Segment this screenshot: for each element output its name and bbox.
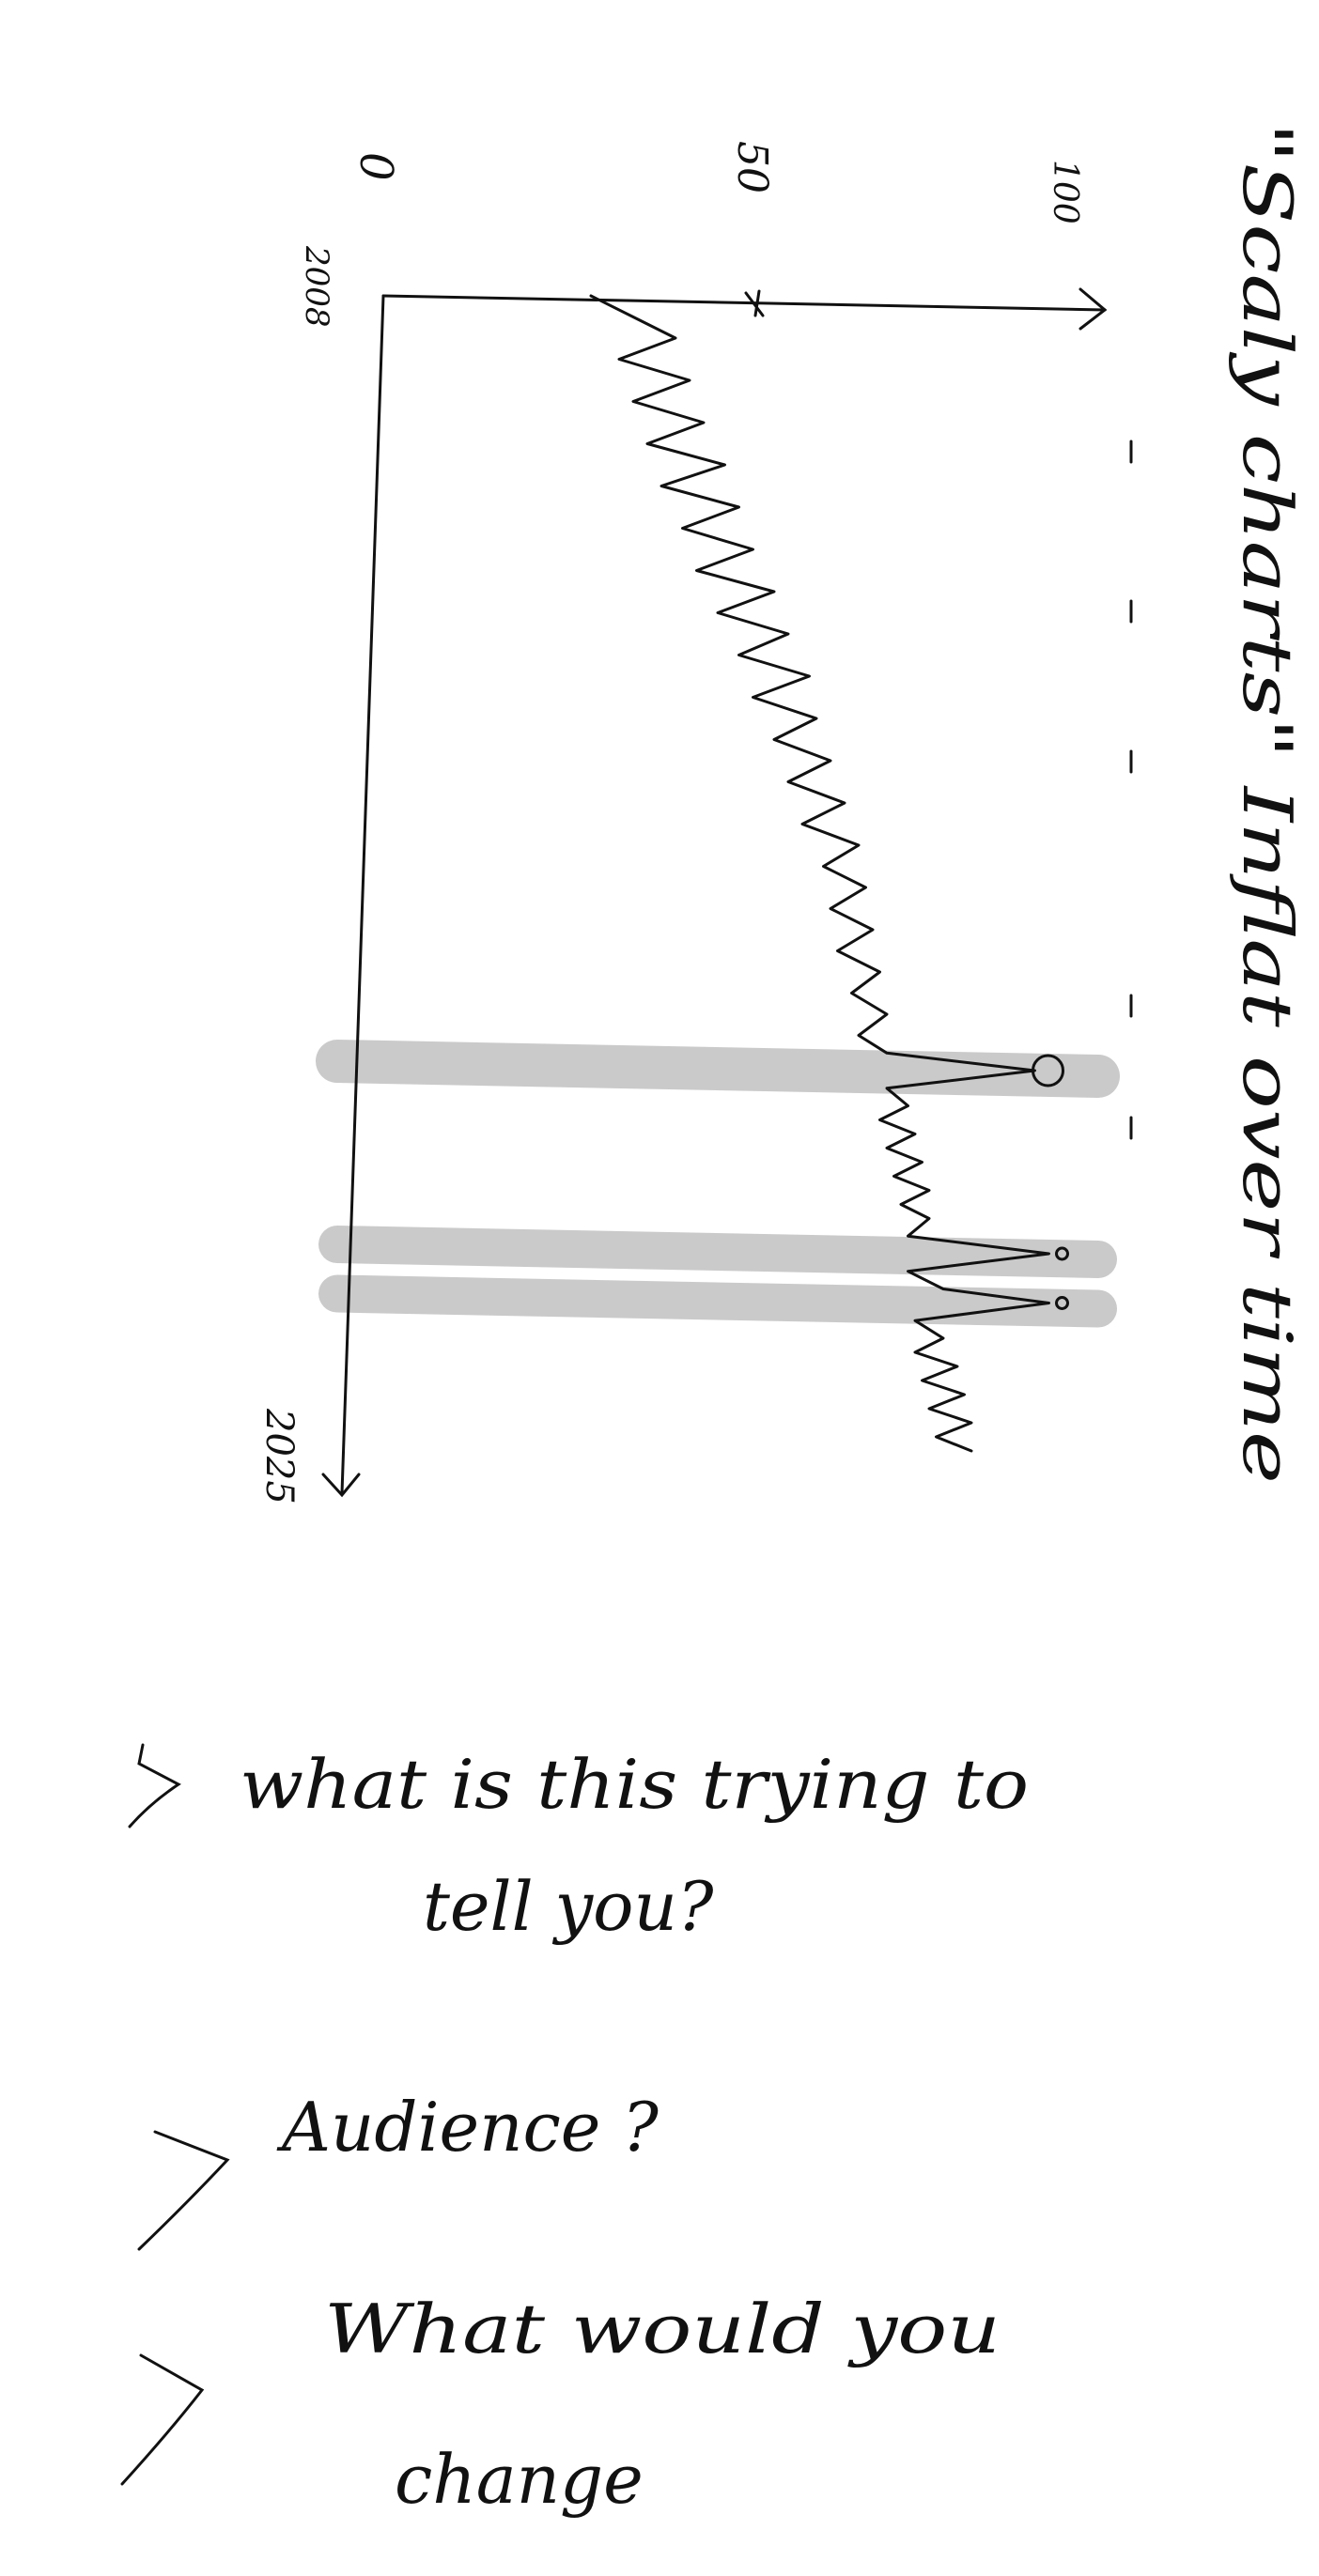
spike-markers: [1032, 1054, 1069, 1310]
spike-marker: [1055, 1296, 1069, 1310]
x-axis-arrow: [321, 1473, 361, 1498]
x-axis-start-label: 2008: [298, 245, 335, 328]
x-axis-end-label: 2025: [257, 1408, 301, 1504]
question-2-mark: [137, 2130, 230, 2251]
question-3: 3) What would you change: [120, 2290, 1001, 2519]
y-axis-mid-tick: [744, 289, 765, 317]
y-tick-label-0: 0: [349, 152, 402, 181]
chart-title: "Scaly charts" Inflat over time: [1228, 122, 1307, 1484]
question-1-line-2: tell you?: [423, 1867, 714, 1946]
questions-list: 1) what is this trying to tell you? 2) A…: [120, 1743, 1029, 2519]
highlight-band: [318, 1274, 1117, 1328]
question-1-line-1: what is this trying to: [240, 1745, 1029, 1824]
highlight-bands: [316, 1040, 1120, 1328]
spike-marker: [1032, 1054, 1064, 1087]
spike-marker: [1055, 1246, 1069, 1261]
question-3-line-1: What would you: [324, 2290, 1001, 2368]
chart-group: 0 50 100 2008 2025 "Scaly charts" Inflat…: [257, 122, 1307, 1504]
question-3-mark: [120, 2353, 205, 2486]
question-1: 1) what is this trying to tell you?: [128, 1743, 1029, 1946]
highlight-band: [318, 1226, 1117, 1278]
y-axis-arrow: [1078, 287, 1108, 331]
question-1-mark: [128, 1743, 181, 1828]
y-tick-label-50: 50: [728, 141, 776, 193]
y-axis: [381, 294, 1107, 312]
question-2-line-1: Audience ?: [276, 2088, 659, 2167]
trend-line: [589, 294, 1050, 1453]
question-3-line-2: change: [395, 2440, 644, 2519]
x-axis: [340, 294, 385, 1495]
highlight-band: [316, 1040, 1120, 1098]
question-2: 2) Audience ?: [137, 2088, 659, 2251]
y-tick-label-100: 100: [1046, 160, 1084, 224]
